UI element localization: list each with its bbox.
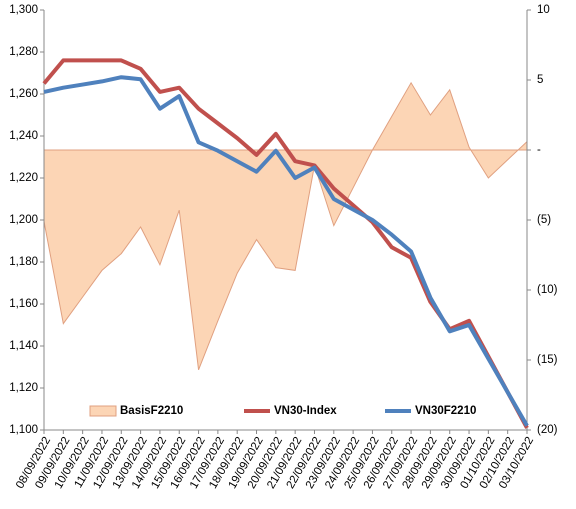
legend: BasisF2210 VN30-Index VN30F2210 <box>89 405 476 417</box>
basis-area <box>43 81 528 370</box>
series-line <box>43 75 529 427</box>
y-tick-label: 1,260 <box>9 88 38 100</box>
y2-tick-label: (20) <box>537 424 558 436</box>
y-tick-label: 1,280 <box>9 46 38 58</box>
y2-tick-label: 10 <box>537 4 550 16</box>
y-tick-label: 1,120 <box>9 382 38 394</box>
legend-label: VN30F2210 <box>415 405 476 417</box>
y2-tick-label: (15) <box>537 354 558 366</box>
y-tick-label: 1,300 <box>9 4 38 16</box>
y2-tick-label: (10) <box>537 284 558 296</box>
legend-label: BasisF2210 <box>120 405 183 417</box>
y-tick-label: 1,200 <box>9 214 38 226</box>
y-tick-label: 1,160 <box>9 298 38 310</box>
y2-tick-label: - <box>537 144 541 156</box>
y-tick-label: 1,100 <box>9 424 38 436</box>
y-tick-label: 1,180 <box>9 256 38 268</box>
y2-tick-label: 5 <box>537 74 543 86</box>
y-tick-label: 1,220 <box>9 172 38 184</box>
y2-tick-label: (5) <box>537 214 551 226</box>
y-tick-label: 1,140 <box>9 340 38 352</box>
legend-label: VN30-Index <box>274 405 337 417</box>
y-tick-label: 1,240 <box>9 130 38 142</box>
legend-swatch <box>89 405 117 417</box>
